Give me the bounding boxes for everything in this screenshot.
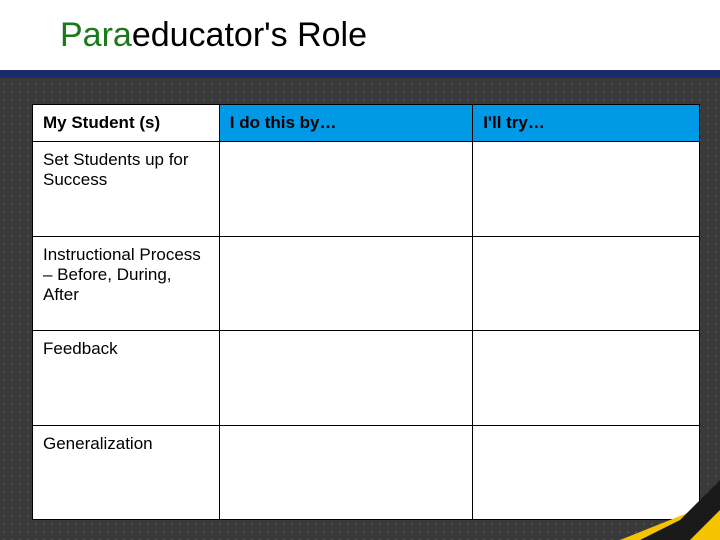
cell	[473, 331, 700, 426]
table-row: Feedback	[33, 331, 700, 426]
table-row: Set Students up for Success	[33, 142, 700, 237]
col-header-student: My Student (s)	[33, 105, 220, 142]
table-header-row: My Student (s) I do this by… I'll try…	[33, 105, 700, 142]
title-prefix: Para	[60, 16, 132, 55]
row-label: Generalization	[33, 425, 220, 520]
cell	[219, 142, 472, 237]
row-label: Set Students up for Success	[33, 142, 220, 237]
slide: Paraeducator's Role My Student (s) I do …	[0, 0, 720, 540]
cell	[219, 236, 472, 331]
col-header-ill-try: I'll try…	[473, 105, 700, 142]
row-label: Instructional Process – Before, During, …	[33, 236, 220, 331]
title-bar: Paraeducator's Role	[0, 0, 720, 78]
table-row: Generalization	[33, 425, 700, 520]
role-table-container: My Student (s) I do this by… I'll try… S…	[32, 104, 700, 520]
col-header-do-this-by: I do this by…	[219, 105, 472, 142]
cell	[473, 425, 700, 520]
table-row: Instructional Process – Before, During, …	[33, 236, 700, 331]
cell	[219, 331, 472, 426]
cell	[473, 142, 700, 237]
role-table: My Student (s) I do this by… I'll try… S…	[32, 104, 700, 520]
row-label: Feedback	[33, 331, 220, 426]
title-main: educator's Role	[132, 16, 367, 55]
cell	[219, 425, 472, 520]
cell	[473, 236, 700, 331]
